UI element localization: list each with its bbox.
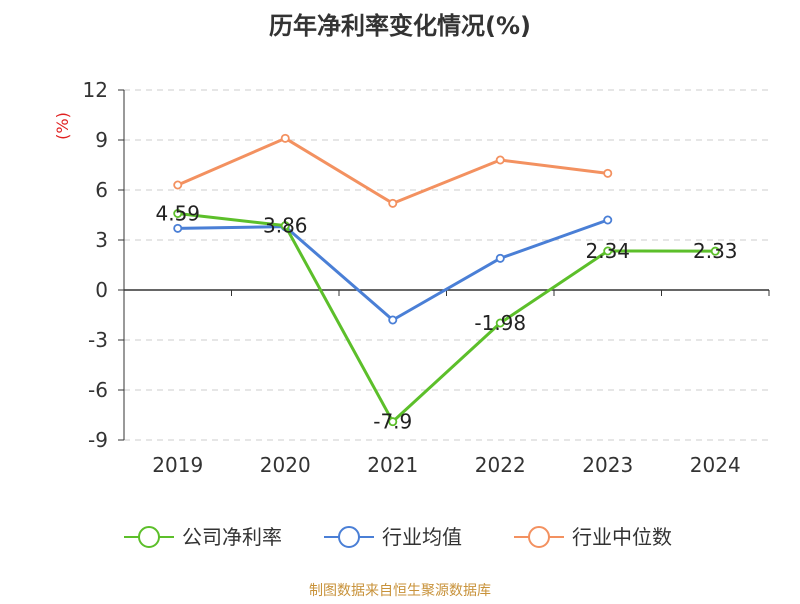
data-point bbox=[495, 253, 505, 263]
data-point bbox=[495, 155, 505, 165]
data-labels: 4.59 3.86 -7.9 -1.98 2.34 2.33 bbox=[155, 202, 737, 434]
legend-item[interactable]: 行业中位数 bbox=[514, 525, 672, 549]
data-point bbox=[603, 215, 613, 225]
legend-label: 行业中位数 bbox=[572, 525, 672, 549]
x-tick-label: 2020 bbox=[260, 453, 311, 477]
chart-title: 历年净利率变化情况(%) bbox=[269, 12, 531, 40]
data-point bbox=[280, 221, 290, 231]
y-tick-label: 0 bbox=[95, 278, 108, 302]
y-tick-label: -9 bbox=[88, 428, 108, 452]
y-tick-label: 12 bbox=[83, 78, 108, 102]
legend-label: 行业均值 bbox=[382, 525, 462, 549]
data-point bbox=[710, 246, 720, 256]
y-tick-label: -3 bbox=[88, 328, 108, 352]
series-lines bbox=[173, 133, 720, 427]
y-tick-label: -6 bbox=[88, 378, 108, 402]
legend-marker bbox=[338, 526, 360, 548]
data-point bbox=[388, 417, 398, 427]
y-tick-label: 6 bbox=[95, 178, 108, 202]
legend-label: 公司净利率 bbox=[182, 525, 282, 549]
data-label: -7.9 bbox=[373, 410, 412, 434]
x-tick-label: 2022 bbox=[475, 453, 526, 477]
data-point bbox=[603, 168, 613, 178]
y-tick-label: 3 bbox=[95, 228, 108, 252]
legend-marker bbox=[138, 526, 160, 548]
series-2 bbox=[173, 133, 613, 208]
data-label: 2.33 bbox=[693, 239, 738, 263]
data-point bbox=[280, 133, 290, 143]
data-point bbox=[388, 198, 398, 208]
data-point bbox=[603, 246, 613, 256]
data-point bbox=[173, 223, 183, 233]
x-tick-label: 2023 bbox=[582, 453, 633, 477]
source-note: 制图数据来自恒生聚源数据库 bbox=[309, 583, 491, 599]
data-point bbox=[495, 318, 505, 328]
series-line bbox=[177, 212, 716, 424]
x-tick-label: 2024 bbox=[690, 453, 741, 477]
data-point bbox=[173, 180, 183, 190]
grid-lines bbox=[124, 89, 769, 441]
y-axis-label: (%) bbox=[53, 112, 72, 140]
legend-item[interactable]: 公司净利率 bbox=[124, 525, 282, 549]
legend-marker bbox=[528, 526, 550, 548]
series-0 bbox=[173, 208, 720, 427]
data-label: 2.34 bbox=[585, 239, 630, 263]
data-label: -1.98 bbox=[474, 311, 526, 335]
data-point bbox=[388, 315, 398, 325]
axes: 12 9 6 3 0 -3 -6 -9 2019 2020 2021 2022 2023 2024 bbox=[83, 78, 770, 477]
series-line bbox=[177, 218, 609, 322]
y-tick-label: 9 bbox=[95, 128, 108, 152]
series-1 bbox=[173, 215, 613, 325]
data-label: 4.59 bbox=[155, 202, 200, 226]
legend: 公司净利率 行业均值 行业中位数 bbox=[124, 525, 672, 549]
data-point bbox=[173, 208, 183, 218]
series-line bbox=[177, 136, 608, 205]
legend-item[interactable]: 行业均值 bbox=[324, 525, 462, 549]
x-tick-label: 2021 bbox=[367, 453, 418, 477]
x-tick-label: 2019 bbox=[152, 453, 203, 477]
data-label: 3.86 bbox=[263, 214, 308, 238]
